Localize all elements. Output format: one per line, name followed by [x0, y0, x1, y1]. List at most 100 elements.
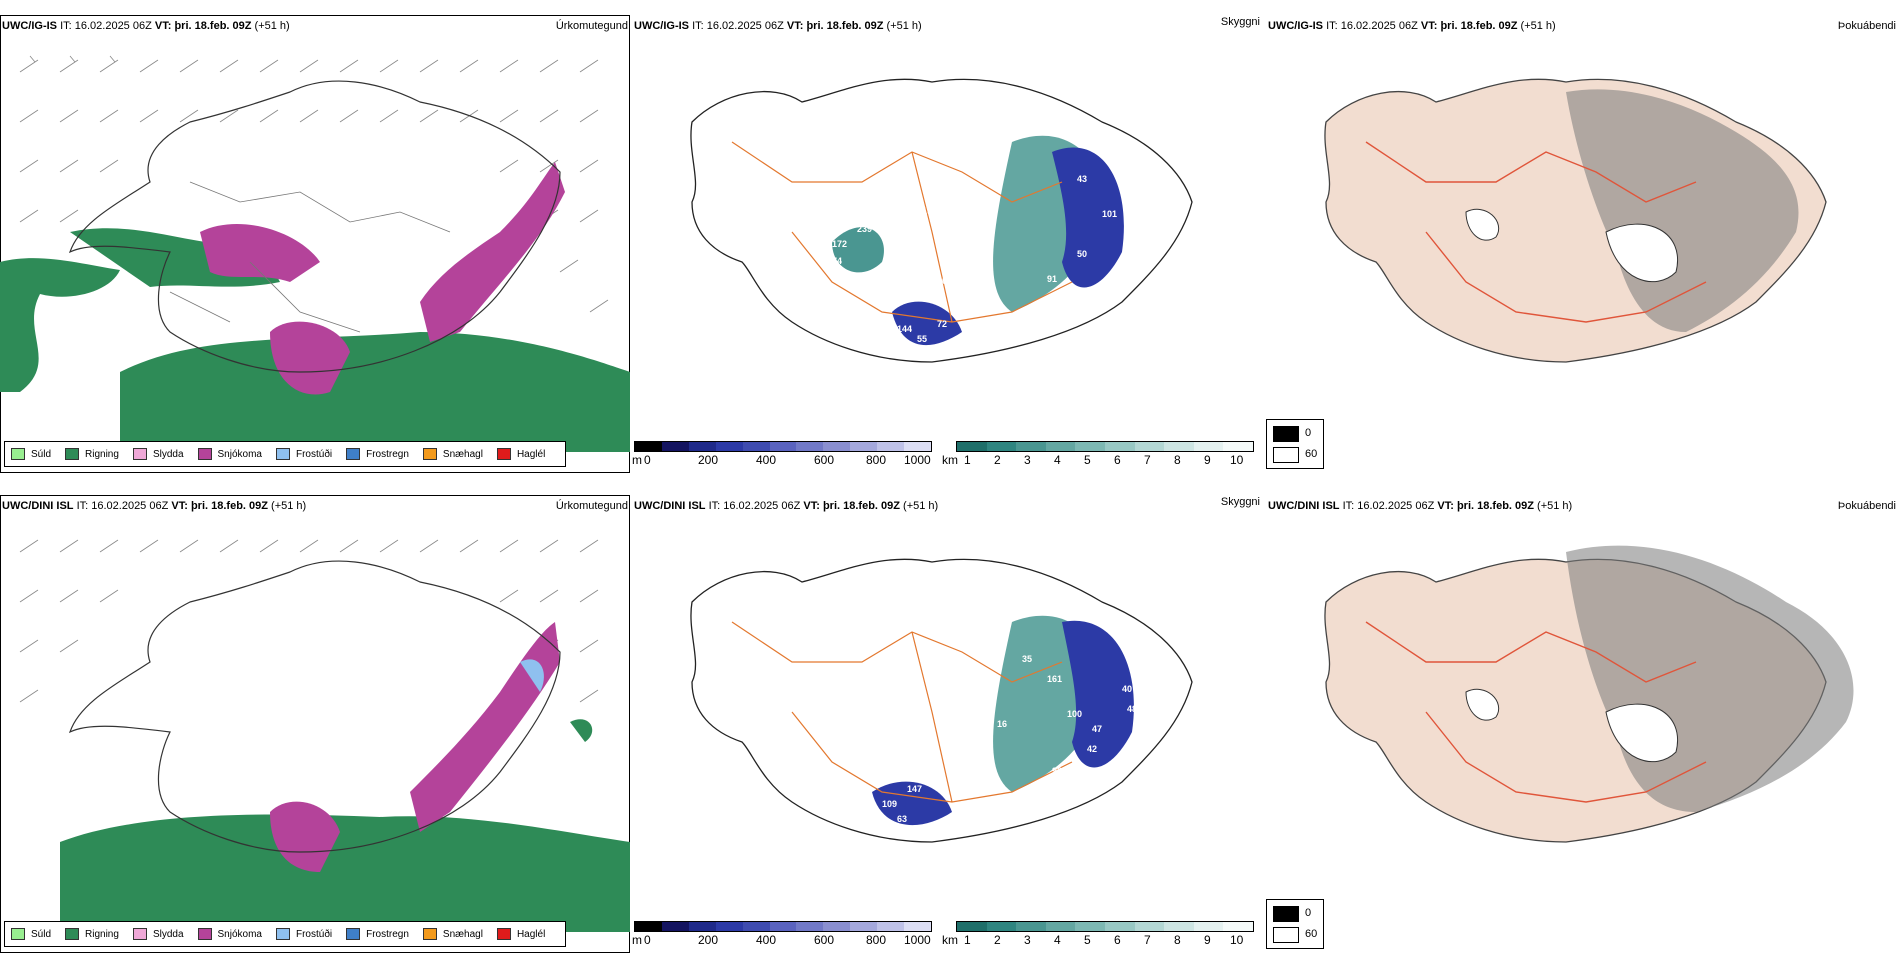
- value-label: 48: [1127, 704, 1137, 714]
- value-label: 161: [1047, 674, 1062, 684]
- value-label: 47: [1092, 724, 1102, 734]
- vt-label: VT:: [1437, 500, 1454, 512]
- value-label: 101: [1102, 209, 1117, 219]
- value-label: 35: [1022, 654, 1032, 664]
- visibility-color-step: [986, 922, 1017, 931]
- visibility-color-step: [1016, 442, 1046, 451]
- cloud-base-color-step: [742, 442, 770, 451]
- it-value: 16.02.2025 06Z: [74, 20, 152, 32]
- value-label: 91: [1047, 274, 1057, 284]
- glacier-langjokull: [1465, 688, 1500, 721]
- legend-item-rain: Rigning: [65, 928, 119, 940]
- value-label: 42: [1087, 744, 1097, 754]
- legend-label: Snjókoma: [217, 448, 262, 460]
- precip-legend: Súld Rigning Slydda Snjókoma Frostúði Fr…: [4, 921, 567, 947]
- fog-value-60: 60: [1305, 448, 1318, 460]
- tick-label: 5: [1084, 453, 1091, 467]
- visibility-value-labels: 172 239 167 274 197 220 144 72 55 51 91 …: [827, 174, 1172, 359]
- glacier-vatnajokull: [1605, 223, 1678, 282]
- legend-item-snow: Snjókoma: [197, 448, 262, 460]
- cloud-base-color-step: [796, 922, 824, 931]
- legend-label: Haglél: [516, 928, 546, 940]
- vt-label: VT:: [154, 20, 172, 32]
- visibility-unit: km: [942, 933, 958, 947]
- panel-header: UWC/IG-IS IT: 16.02.2025 06Z VT: þri. 18…: [634, 20, 922, 32]
- cloud-base-colorbar: m 0 200 400 600 800 1000: [632, 921, 952, 949]
- fog-value-60: 60: [1305, 928, 1318, 940]
- cloud-base-color-step: [742, 922, 770, 931]
- it-value: 16.02.2025 06Z: [1340, 20, 1418, 32]
- value-label: 144: [897, 324, 912, 334]
- cloud-base-color-step: [877, 922, 905, 931]
- snow-area-2: [270, 321, 350, 395]
- value-label: 47: [1162, 174, 1172, 184]
- freezing-drizzle-swatch: [275, 928, 290, 940]
- value-label: 56: [1142, 214, 1152, 224]
- legend-label: Slydda: [152, 448, 184, 460]
- visibility-color-step: [1164, 922, 1194, 931]
- vt-value: þri. 18.feb. 09Z: [1456, 500, 1534, 512]
- visibility-color-step: [1045, 922, 1076, 931]
- cloud-base-color-step: [904, 922, 931, 931]
- sleet-swatch: [132, 448, 147, 460]
- cloud-base-color-step: [715, 442, 743, 451]
- value-label: 43: [1077, 174, 1087, 184]
- it-label: IT:: [692, 20, 704, 32]
- iceland-coastline: [68, 80, 561, 373]
- visibility-color-step: [1134, 442, 1165, 451]
- visibility-color-step: [1016, 922, 1046, 931]
- visibility-color-step: [1104, 922, 1135, 931]
- visibility-panel: UWC/IG-IS IT: 16.02.2025 06Z VT: þri. 18…: [632, 12, 1266, 477]
- value-label: 51: [922, 349, 932, 359]
- precip-map: [19, 539, 630, 932]
- precip-map: [0, 55, 630, 452]
- tick-label: 600: [814, 933, 835, 947]
- tick-label: 2: [994, 933, 1001, 947]
- value-label: 98: [1052, 766, 1062, 776]
- visibility-bar: [956, 441, 1254, 452]
- visibility-map: 147 109 63 100 47 42 40 46 48 35 161 16 …: [690, 558, 1193, 843]
- tick-label: 4: [1054, 453, 1061, 467]
- value-label: 100: [1067, 709, 1082, 719]
- rain-area-east-offshore: [570, 719, 593, 742]
- panel-title: Þokuábendi: [1837, 20, 1896, 32]
- wind-barbs: [19, 539, 599, 703]
- tick-label: 8: [1174, 933, 1181, 947]
- low-cloud-east: [1062, 620, 1134, 768]
- visibility-color-step: [986, 442, 1017, 451]
- legend-label: Rigning: [85, 928, 119, 940]
- snow-area-2: [410, 622, 560, 832]
- legend-label: Frostregn: [366, 928, 409, 940]
- tick-label: 400: [756, 453, 777, 467]
- drizzle-swatch: [11, 928, 25, 940]
- vt-value: þri. 18.feb. 09Z: [806, 20, 884, 32]
- snow-swatch: [197, 928, 212, 940]
- low-visibility-west: [832, 227, 884, 273]
- value-label: 197: [922, 206, 937, 216]
- cloud-base-color-step: [904, 442, 931, 451]
- cloud-base-color-step: [796, 442, 824, 451]
- visibility-color-step: [1075, 442, 1105, 451]
- legend-item-hail: Haglél: [496, 928, 546, 940]
- value-label: 40: [1122, 684, 1132, 694]
- tick-label: 800: [866, 453, 887, 467]
- legend-label: Snæhagl: [442, 448, 483, 460]
- tick-label: 9: [1204, 933, 1211, 947]
- lead-time: (+51 h): [903, 500, 939, 512]
- legend-item-rain: Rigning: [65, 448, 119, 460]
- graupel-swatch: [422, 928, 437, 940]
- snow-area-1: [200, 223, 320, 282]
- legend-item-sleet: Slydda: [132, 928, 184, 940]
- visibility-color-step: [957, 922, 987, 931]
- tick-label: 5: [1084, 933, 1091, 947]
- fog-swatch-black: [1273, 906, 1299, 922]
- sleet-swatch: [132, 928, 147, 940]
- value-label: 46: [1142, 659, 1152, 669]
- lead-time: (+51 h): [1537, 500, 1573, 512]
- value-label: 147: [907, 784, 922, 794]
- legend-item-freezing-rain: Frostregn: [346, 928, 409, 940]
- legend-item-sleet: Slydda: [132, 448, 184, 460]
- tick-label: 9: [1204, 453, 1211, 467]
- value-label: 239: [857, 224, 872, 234]
- fog-panel: UWC/DINI ISL IT: 16.02.2025 06Z VT: þri.…: [1266, 492, 1900, 957]
